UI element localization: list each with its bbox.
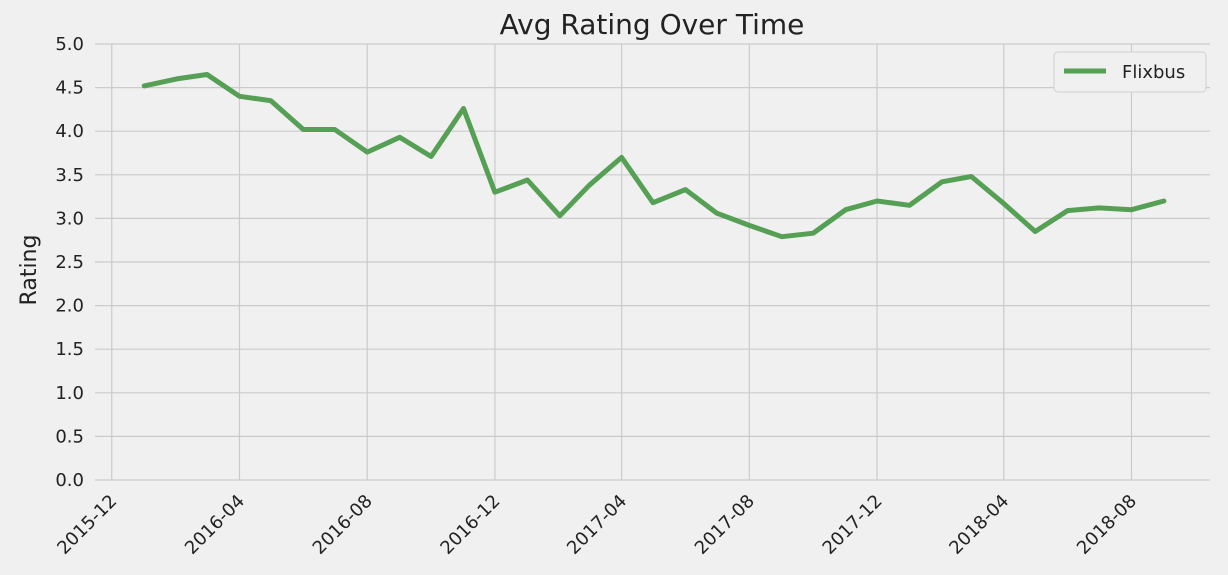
x-tick-label: 2017-04	[563, 491, 631, 559]
chart-title: Avg Rating Over Time	[500, 8, 805, 41]
x-tick-label: 2016-12	[436, 491, 504, 559]
series-line-flixbus	[141, 72, 1167, 240]
y-tick-label: 1.0	[55, 383, 84, 404]
y-tick-label: 2.0	[55, 296, 84, 317]
y-tick-label: 3.0	[55, 208, 84, 229]
y-tick-label: 4.5	[55, 78, 84, 99]
y-tick-label: 4.0	[55, 121, 84, 142]
x-tick-label: 2017-08	[691, 491, 759, 559]
x-tick-label: 2018-08	[1073, 491, 1141, 559]
x-tick-label: 2016-04	[181, 491, 249, 559]
legend: Flixbus	[1053, 51, 1207, 93]
y-tick-label: 5.0	[55, 34, 84, 55]
y-axis-ticks: 0.0 0.5 1.0 1.5 2.0 2.5 3.0 3.5 4.0 4.5 5.0	[55, 34, 84, 491]
x-tick-label: 2015-12	[53, 491, 121, 559]
y-tick-label: 0.5	[55, 426, 84, 447]
legend-label-flixbus: Flixbus	[1122, 62, 1185, 83]
y-tick-label: 0.0	[55, 470, 84, 491]
y-tick-label: 1.5	[55, 339, 84, 360]
x-axis-ticks: 2015-12 2016-04 2016-08 2016-12 2017-04 2017-…	[53, 491, 1141, 559]
x-tick-label: 2016-08	[309, 491, 377, 559]
legend-box	[1053, 51, 1207, 93]
x-tick-label: 2018-04	[945, 491, 1013, 559]
y-tick-label: 3.5	[55, 165, 84, 186]
series-layer	[141, 72, 1167, 240]
y-tick-label: 2.5	[55, 252, 84, 273]
grid	[95, 43, 1210, 481]
x-tick-label: 2017-12	[819, 491, 887, 559]
y-axis-label: Rating	[17, 235, 42, 306]
